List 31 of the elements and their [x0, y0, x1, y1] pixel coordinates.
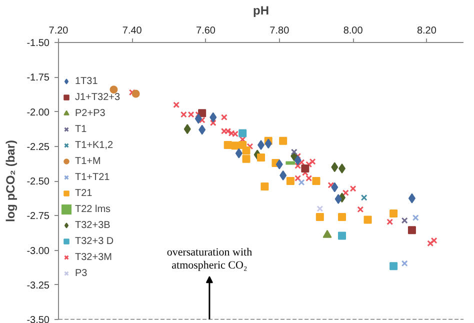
legend-label: P3	[75, 267, 88, 279]
y-tick-label: -3.25	[26, 280, 50, 292]
y-tick-label: -1.75	[26, 72, 50, 84]
x-tick-label: 8.20	[416, 26, 437, 36]
x-tick-label: 8.00	[343, 26, 364, 36]
x-tick-label: 7.80	[270, 26, 290, 36]
legend-label: T1	[75, 123, 88, 135]
y-tick-label: -2.00	[26, 107, 50, 118]
annotation: oversaturation with atmospheric CO₂	[166, 246, 253, 272]
x-axis-title: pH	[253, 4, 269, 18]
y-tick-label: -3.50	[26, 315, 50, 323]
y-tick-label: -2.25	[26, 142, 50, 153]
legend-label: P2+P3	[75, 107, 106, 119]
legend-label: T1+T21	[75, 171, 110, 183]
legend-label: T22 lms	[75, 203, 111, 215]
y-axis-title: log pCO₂ (bar)	[4, 140, 18, 222]
x-tick-label: 7.20	[48, 26, 69, 36]
legend-label: T32+3M	[75, 251, 112, 263]
y-tick-label: -2.50	[26, 176, 50, 188]
legend-label: T1+M	[75, 155, 101, 167]
x-tick-label: 7.40	[122, 26, 142, 36]
y-tick-label: -3.00	[26, 246, 50, 257]
x-tick-label: 7.60	[196, 26, 216, 36]
y-tick-label: -2.75	[26, 211, 50, 222]
legend-label: 1T31	[75, 75, 98, 87]
legend-label: J1+T32+3	[75, 91, 120, 103]
legend-label: T1+K1,2	[75, 139, 114, 151]
legend-label: T32+3 D	[75, 235, 114, 247]
legend-label: T32+3B	[75, 219, 110, 231]
legend-label: T21	[75, 187, 94, 199]
y-tick-label: -1.50	[26, 38, 50, 49]
